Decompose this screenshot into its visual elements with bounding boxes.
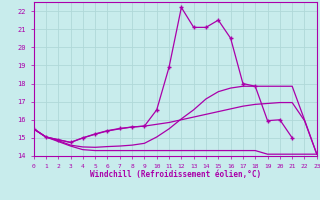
X-axis label: Windchill (Refroidissement éolien,°C): Windchill (Refroidissement éolien,°C) — [90, 170, 261, 179]
